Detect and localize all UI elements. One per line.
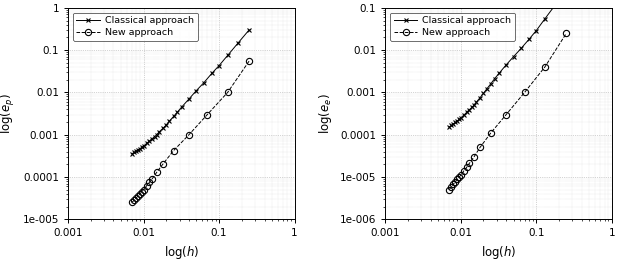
Classical approach <box>163 123 170 127</box>
Line: New approach: New approach <box>446 30 569 193</box>
New approach <box>454 178 461 181</box>
New approach <box>455 175 463 179</box>
New approach <box>132 196 140 199</box>
Classical approach <box>224 54 231 57</box>
Classical approach <box>235 41 242 44</box>
New approach <box>463 166 470 169</box>
Classical approach <box>151 135 158 138</box>
Classical approach <box>517 47 525 50</box>
Classical approach <box>452 121 459 124</box>
Classical approach <box>502 63 510 66</box>
Classical approach <box>487 82 494 85</box>
New approach <box>153 171 161 174</box>
Y-axis label: log($e_p$): log($e_p$) <box>0 93 17 134</box>
Classical approach <box>153 133 161 136</box>
Classical approach <box>178 105 185 109</box>
Classical approach <box>476 96 484 99</box>
Classical approach <box>455 118 463 121</box>
Classical approach <box>128 152 135 156</box>
New approach <box>135 194 142 197</box>
New approach <box>146 181 153 184</box>
New approach <box>465 162 473 165</box>
New approach <box>562 32 570 35</box>
New approach <box>452 180 459 183</box>
New approach <box>138 190 145 193</box>
Classical approach <box>208 72 216 75</box>
New approach <box>140 188 147 191</box>
New approach <box>185 133 193 136</box>
Classical approach <box>510 55 517 58</box>
New approach <box>447 185 455 188</box>
Classical approach <box>457 116 465 120</box>
New approach <box>143 184 150 187</box>
New approach <box>541 65 549 68</box>
New approach <box>130 199 138 202</box>
Classical approach <box>148 137 156 140</box>
Classical approach <box>245 28 253 32</box>
New approach <box>487 131 494 134</box>
Classical approach <box>460 114 468 117</box>
Classical approach <box>450 122 457 126</box>
Classical approach <box>159 127 166 130</box>
Classical approach <box>463 111 470 114</box>
Classical approach <box>140 144 147 147</box>
New approach <box>457 174 465 177</box>
Classical approach <box>193 89 200 92</box>
Classical approach <box>185 97 193 100</box>
Classical approach <box>491 77 498 80</box>
Classical approach <box>130 151 138 154</box>
Classical approach <box>135 148 142 151</box>
New approach <box>470 155 478 158</box>
Classical approach <box>447 124 455 127</box>
Classical approach <box>468 106 475 109</box>
New approach <box>204 113 211 116</box>
Classical approach <box>533 29 540 32</box>
Line: New approach: New approach <box>129 58 252 206</box>
Classical approach <box>470 104 478 107</box>
Classical approach <box>137 147 144 150</box>
Classical approach <box>166 120 173 123</box>
Classical approach <box>170 115 177 118</box>
Classical approach <box>446 126 453 129</box>
X-axis label: log($h$): log($h$) <box>164 244 199 261</box>
Classical approach <box>541 17 549 20</box>
Y-axis label: log($e_e$): log($e_e$) <box>317 93 334 134</box>
Classical approach <box>480 92 487 95</box>
Classical approach <box>132 150 140 153</box>
New approach <box>502 113 510 116</box>
Legend: Classical approach, New approach: Classical approach, New approach <box>73 13 198 41</box>
Line: Classical approach: Classical approach <box>447 0 569 130</box>
Classical approach <box>138 146 145 149</box>
Classical approach <box>155 130 163 134</box>
Legend: Classical approach, New approach: Classical approach, New approach <box>390 13 515 41</box>
New approach <box>245 60 253 63</box>
New approach <box>224 91 231 94</box>
New approach <box>128 201 135 204</box>
New approach <box>460 169 468 172</box>
Classical approach <box>552 3 559 6</box>
Classical approach <box>146 139 153 143</box>
Classical approach <box>174 111 181 114</box>
Classical approach <box>200 81 208 84</box>
New approach <box>446 188 453 191</box>
X-axis label: log($h$): log($h$) <box>481 244 516 261</box>
Classical approach <box>454 120 461 123</box>
New approach <box>476 146 484 149</box>
Classical approach <box>473 101 480 104</box>
New approach <box>170 149 177 152</box>
Classical approach <box>495 72 502 75</box>
Classical approach <box>525 38 533 41</box>
Classical approach <box>465 108 473 111</box>
New approach <box>521 91 528 94</box>
New approach <box>159 163 166 166</box>
New approach <box>148 177 156 180</box>
Classical approach <box>483 87 490 91</box>
New approach <box>137 192 144 195</box>
Line: Classical approach: Classical approach <box>129 27 252 156</box>
New approach <box>450 182 457 186</box>
Classical approach <box>215 64 222 67</box>
Classical approach <box>143 142 150 145</box>
